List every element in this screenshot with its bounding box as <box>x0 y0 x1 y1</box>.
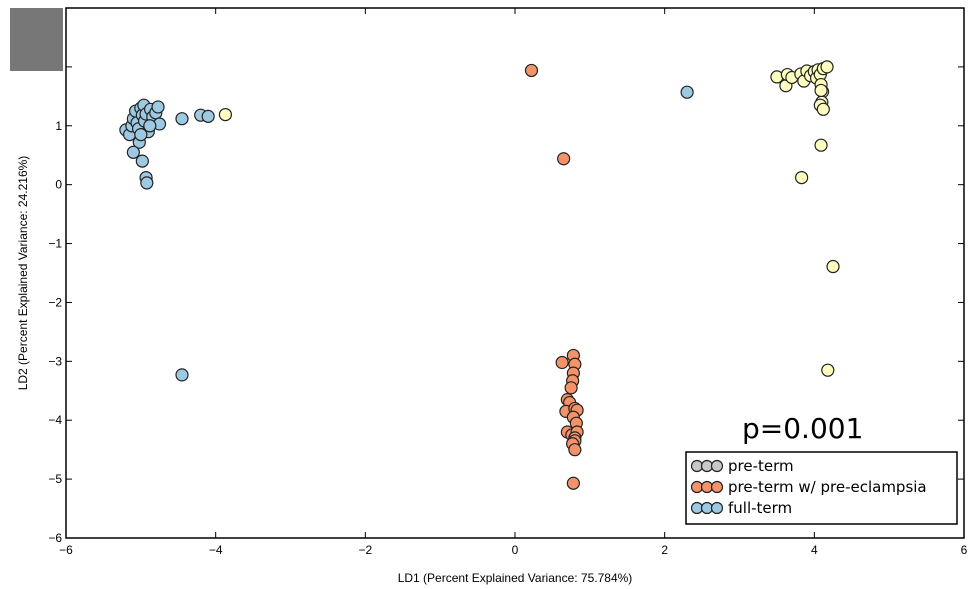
data-point <box>814 138 828 152</box>
x-tick-label: −4 <box>209 543 223 557</box>
legend-marker <box>690 459 704 473</box>
x-tick-label: −2 <box>358 543 372 557</box>
data-point <box>134 128 148 142</box>
x-tick-label: 2 <box>661 543 668 557</box>
data-point <box>201 109 215 123</box>
y-tick-label: 1 <box>55 119 62 133</box>
y-tick-label: −5 <box>48 472 62 486</box>
legend-label: pre-term <box>728 457 794 475</box>
data-point <box>143 119 157 133</box>
series-2 <box>119 85 694 382</box>
image-placeholder <box>10 8 63 71</box>
data-point <box>524 63 539 78</box>
data-point <box>795 171 809 185</box>
scatter-points <box>119 60 840 490</box>
legend-marker <box>710 501 724 515</box>
data-point <box>151 100 165 114</box>
data-point <box>218 107 232 122</box>
data-point <box>555 355 569 370</box>
y-tick-label: −3 <box>48 354 62 368</box>
legend-entry: pre-term w/ pre-eclampsia <box>690 478 927 496</box>
data-point <box>816 102 830 116</box>
legend-marker <box>700 459 714 473</box>
data-point <box>568 443 582 457</box>
legend-marker <box>690 501 704 515</box>
legend-box <box>685 451 958 525</box>
y-tick-label: 0 <box>55 178 62 192</box>
series-0 <box>218 60 840 377</box>
data-point <box>135 154 149 168</box>
x-axis-label: LD1 (Percent Explained Variance: 75.784%… <box>398 571 633 585</box>
y-tick-label: −6 <box>48 531 62 545</box>
data-point <box>126 145 140 159</box>
y-tick-label: −1 <box>48 237 62 251</box>
legend-marker <box>710 459 724 473</box>
x-tick-label: 0 <box>512 543 519 557</box>
series-1 <box>524 63 584 490</box>
data-point <box>175 112 189 126</box>
y-tick-label: −4 <box>48 413 62 427</box>
legend-label: pre-term w/ pre-eclampsia <box>728 478 927 496</box>
data-point <box>820 60 834 74</box>
legend-label: full-term <box>728 499 792 517</box>
y-axis-label: LD2 (Percent Explained Variance: 24.216%… <box>16 156 30 391</box>
data-point <box>821 363 835 377</box>
data-point <box>557 152 571 166</box>
p-value-annotation: p=0.001 <box>742 412 863 445</box>
data-point <box>814 83 828 98</box>
data-point <box>564 381 578 395</box>
legend-entry: full-term <box>690 499 792 517</box>
data-point <box>826 259 840 274</box>
legend: pre-term pre-term w/ pre-eclampsia full-te… <box>685 451 958 525</box>
data-point <box>175 368 189 382</box>
legend-marker <box>700 480 714 494</box>
y-tick-label: −2 <box>48 295 62 309</box>
data-point <box>140 176 154 190</box>
data-point <box>680 85 694 99</box>
x-tick-label: −6 <box>59 543 73 557</box>
legend-marker <box>700 501 714 515</box>
x-tick-label: 4 <box>811 543 818 557</box>
legend-marker <box>710 480 724 494</box>
x-tick-label: 6 <box>961 543 968 557</box>
data-point <box>566 476 580 490</box>
legend-entry: pre-term <box>690 457 794 475</box>
legend-marker <box>690 480 704 494</box>
